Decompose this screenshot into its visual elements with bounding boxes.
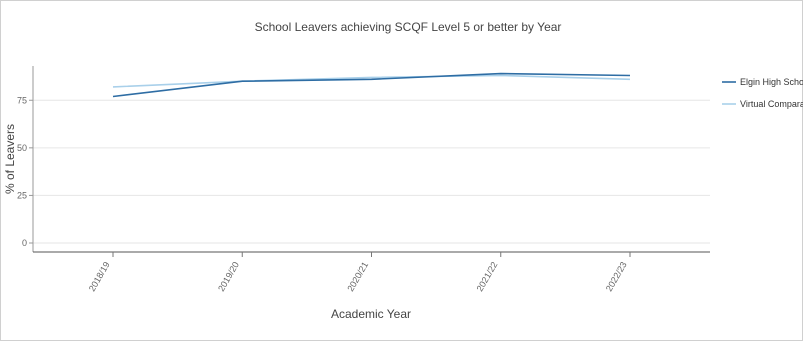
series-line-virtual-comparator xyxy=(112,74,631,88)
chart-title: School Leavers achieving SCQF Level 5 or… xyxy=(255,20,562,34)
gridlines xyxy=(33,99,710,244)
x-tick-label: 2021/22 xyxy=(475,260,500,293)
legend-label: Elgin High School xyxy=(740,77,803,87)
series-line-elgin-high-school xyxy=(112,72,631,98)
x-tick-label: 2020/21 xyxy=(345,260,370,293)
legend: Elgin High School Virtual Comparator xyxy=(722,77,803,109)
y-tick-label: 0 xyxy=(22,238,27,248)
x-axis-title: Academic Year xyxy=(331,307,411,321)
y-tick-label: 75 xyxy=(17,95,27,105)
y-tick-label: 50 xyxy=(17,143,27,153)
series-lines xyxy=(112,72,631,98)
x-tick-label: 2019/20 xyxy=(216,260,241,293)
legend-label: Virtual Comparator xyxy=(740,99,803,109)
y-tick-label: 25 xyxy=(17,190,27,200)
y-axis-title: % of Leavers xyxy=(3,124,17,194)
x-tick-label: 2018/19 xyxy=(87,260,112,293)
x-tick-label: 2022/23 xyxy=(604,260,629,293)
x-axis-ticks: 2018/19 2019/20 2020/21 2021/22 2022/23 xyxy=(87,252,631,293)
y-axis-ticks: 0 25 50 75 xyxy=(17,95,33,248)
